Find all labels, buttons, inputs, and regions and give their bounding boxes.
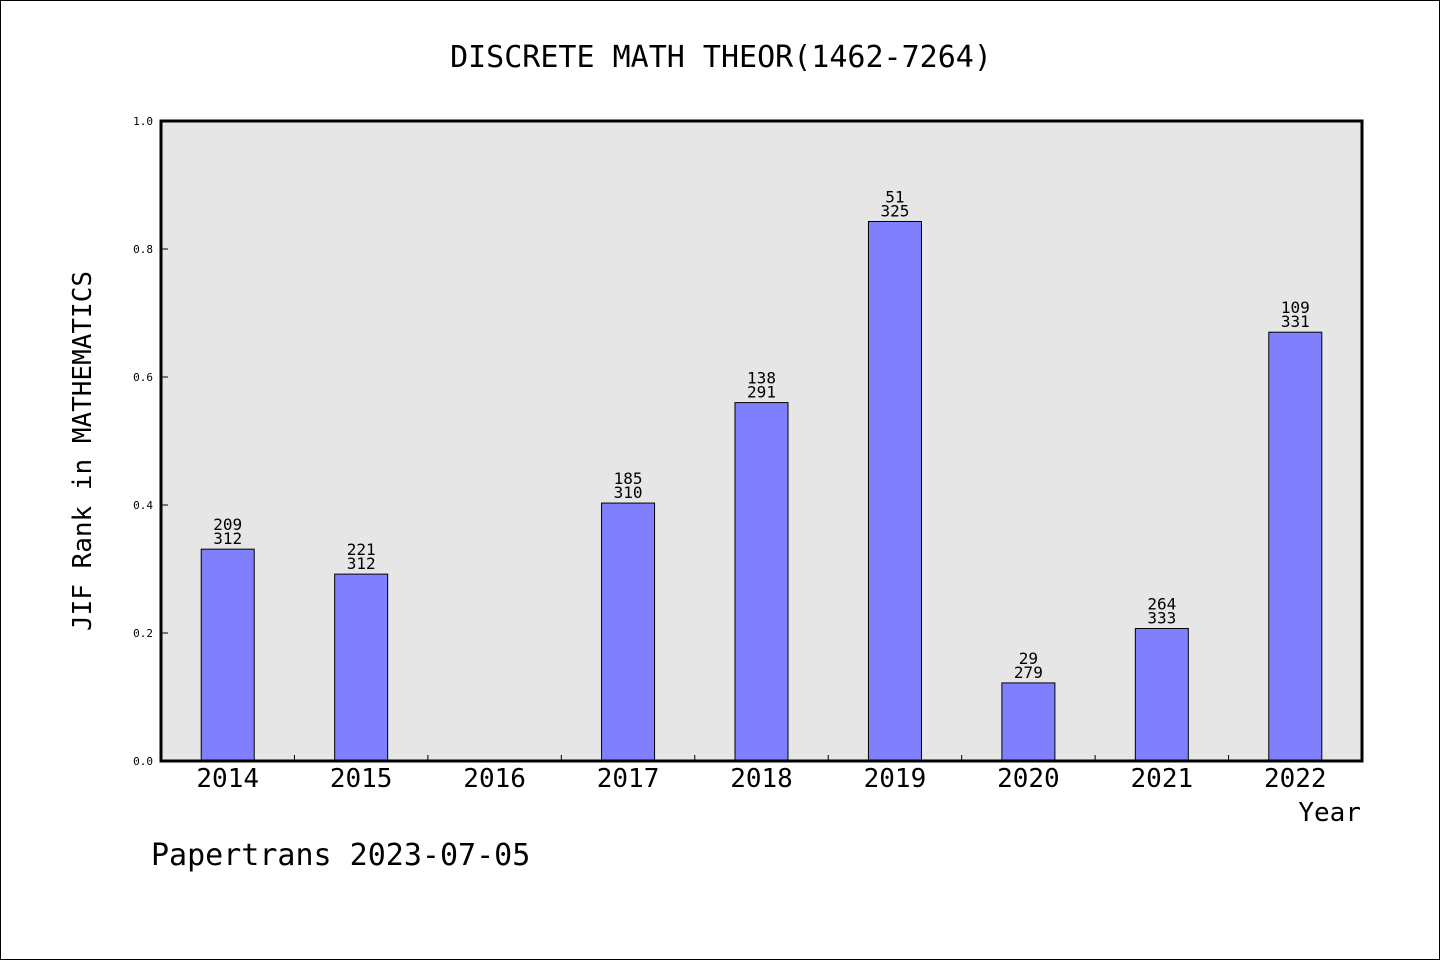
bar-rank-label: 51 bbox=[885, 187, 904, 206]
bar-rank-label: 264 bbox=[1147, 595, 1176, 614]
y-tick-label: 0.4 bbox=[133, 499, 153, 512]
bars-group: 2093122213121853101382915132529279264333… bbox=[200, 187, 1323, 762]
x-tick-label: 2019 bbox=[864, 764, 927, 794]
bar-rank-label: 209 bbox=[213, 515, 242, 534]
x-axis-ticks: 2014 2015 2016 2017 2018 2019 2020 2021 2022 bbox=[196, 755, 1327, 794]
y-tick-label: 1.0 bbox=[133, 115, 153, 128]
bar-2022 bbox=[1268, 331, 1323, 762]
x-tick-label: 2015 bbox=[330, 764, 393, 794]
y-axis-label: JIF Rank in MATHEMATICS bbox=[68, 271, 98, 631]
y-tick-label: 0.6 bbox=[133, 371, 153, 384]
bar-total-label: 312 bbox=[213, 529, 242, 548]
bar-total-label: 333 bbox=[1147, 609, 1176, 628]
bar-rank-label: 29 bbox=[1019, 649, 1038, 668]
bar-total-label: 331 bbox=[1281, 312, 1310, 331]
x-tick-label: 2022 bbox=[1264, 764, 1327, 794]
x-tick-label: 2020 bbox=[997, 764, 1060, 794]
bar-2018 bbox=[734, 402, 789, 762]
bar-2020 bbox=[1001, 682, 1056, 762]
x-axis-label: Year bbox=[1298, 798, 1361, 828]
plot-border bbox=[159, 119, 1364, 763]
bar-total-label: 310 bbox=[614, 483, 643, 502]
y-tick-label: 0.2 bbox=[133, 627, 153, 640]
bar-rank-label: 185 bbox=[614, 469, 643, 488]
footer-text: Papertrans 2023-07-05 bbox=[151, 838, 530, 873]
y-tick-label: 0.8 bbox=[133, 243, 153, 256]
bar-rank-label: 221 bbox=[347, 540, 376, 559]
bar-2014 bbox=[200, 548, 255, 762]
bar-total-label: 325 bbox=[880, 201, 909, 220]
bar-total-label: 279 bbox=[1014, 663, 1043, 682]
bar-rank-label: 109 bbox=[1281, 298, 1310, 317]
bar-total-label: 291 bbox=[747, 383, 776, 402]
y-tick-label: 0.0 bbox=[133, 755, 153, 768]
x-tick-label: 2018 bbox=[730, 764, 793, 794]
bar-2019 bbox=[867, 220, 922, 762]
x-tick-label: 2021 bbox=[1131, 764, 1194, 794]
bar-2021 bbox=[1134, 628, 1189, 762]
x-tick-label: 2016 bbox=[463, 764, 526, 794]
bar-2015 bbox=[334, 573, 389, 762]
bar-2017 bbox=[601, 502, 656, 762]
y-axis-ticks: 0.0 0.2 0.4 0.6 0.8 1.0 bbox=[133, 115, 168, 768]
x-tick-label: 2017 bbox=[597, 764, 660, 794]
bar-rank-label: 138 bbox=[747, 369, 776, 388]
chart-title: DISCRETE MATH THEOR(1462-7264) bbox=[450, 40, 992, 75]
x-tick-label: 2014 bbox=[196, 764, 259, 794]
bar-total-label: 312 bbox=[347, 554, 376, 573]
